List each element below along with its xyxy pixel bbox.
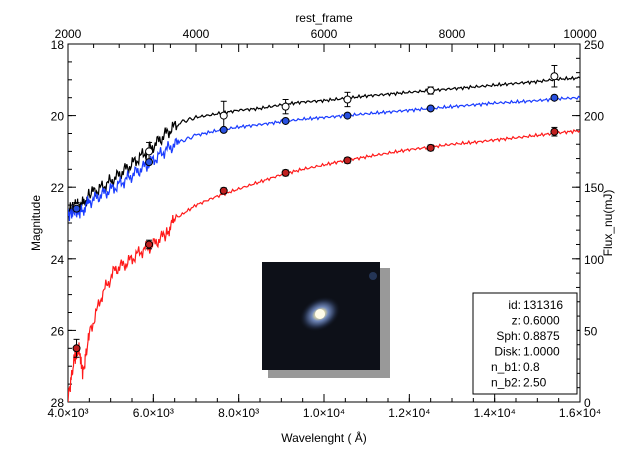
data-point: [72, 204, 81, 213]
y2-tick-label: 250: [584, 38, 604, 52]
axis-tick-labels: 4.0×10³ 6.0×10³ 8.0×10³ 1.0×10⁴ 1.2×10⁴ 1.4×1…: [47, 27, 604, 420]
y-tick-label: 18: [51, 38, 65, 52]
data-point: [550, 93, 559, 102]
x-tick-label: 1.2×10⁴: [388, 406, 430, 420]
faint-star-icon: [369, 272, 377, 280]
info-key: Disk:: [494, 345, 521, 359]
x-tick-label: 1.6×10⁴: [559, 406, 601, 420]
series-line: [68, 75, 580, 218]
y-tick-label: 28: [51, 396, 65, 410]
series-layer: [68, 75, 580, 402]
info-value: 0.8875: [523, 329, 560, 343]
series-line: [68, 95, 580, 222]
x2-tick-label: 2000: [55, 27, 82, 41]
x-tick-label: 8.0×10³: [218, 406, 259, 420]
info-value: 131316: [523, 298, 563, 312]
x2-axis-label: rest_frame: [295, 11, 353, 25]
x2-tick-label: 10000: [563, 27, 597, 41]
y-tick-label: 26: [51, 324, 65, 338]
y2-tick-label: 100: [584, 253, 604, 267]
galaxy-inset: [262, 262, 390, 378]
x-axis-label: Wavelenght ( Å): [281, 430, 367, 445]
info-key: id:: [508, 298, 521, 312]
y-tick-label: 20: [51, 110, 65, 124]
y-axis-label: Magnitude: [29, 195, 43, 251]
data-point: [219, 125, 228, 134]
y2-tick-label: 200: [584, 110, 604, 124]
galaxy-core-icon: [315, 309, 325, 319]
data-point: [426, 143, 435, 152]
info-value: 2.50: [523, 376, 547, 390]
data-point: [343, 111, 352, 120]
data-point: [219, 111, 228, 120]
data-point: [281, 102, 290, 111]
data-point: [426, 104, 435, 113]
x2-tick-label: 4000: [183, 27, 210, 41]
info-value: 0.8: [523, 360, 540, 374]
info-value: 0.6000: [523, 314, 560, 328]
info-key: z:: [512, 314, 521, 328]
data-point: [72, 344, 81, 353]
x-tick-label: 6.0×10³: [133, 406, 174, 420]
data-point: [550, 72, 559, 81]
data-point: [426, 86, 435, 95]
data-point: [145, 147, 154, 156]
info-key: n_b2:: [491, 376, 521, 390]
x-tick-label: 4.0×10³: [47, 406, 88, 420]
info-box-frame: [472, 292, 578, 395]
y-tick-label: 22: [51, 181, 65, 195]
y2-tick-label: 0: [584, 396, 591, 410]
series-line: [68, 129, 580, 402]
data-point: [145, 158, 154, 167]
data-point: [281, 116, 290, 125]
data-point: [219, 186, 228, 195]
data-points-layer: [72, 64, 559, 358]
data-point: [343, 156, 352, 165]
x2-tick-label: 6000: [311, 27, 338, 41]
y2-tick-label: 150: [584, 181, 604, 195]
data-point: [550, 127, 559, 136]
info-key: n_b1:: [491, 360, 521, 374]
y2-tick-label: 50: [584, 324, 598, 338]
y-tick-label: 24: [51, 253, 65, 267]
data-point: [343, 95, 352, 104]
x-tick-label: 1.0×10⁴: [303, 406, 345, 420]
info-key: Sph:: [496, 329, 521, 343]
info-value: 1.0000: [523, 345, 560, 359]
y2-axis-label: Flux_nu(mJ): [601, 190, 615, 257]
data-point: [281, 168, 290, 177]
x-tick-label: 1.4×10⁴: [474, 406, 516, 420]
x2-tick-label: 8000: [439, 27, 466, 41]
data-point: [145, 240, 154, 249]
